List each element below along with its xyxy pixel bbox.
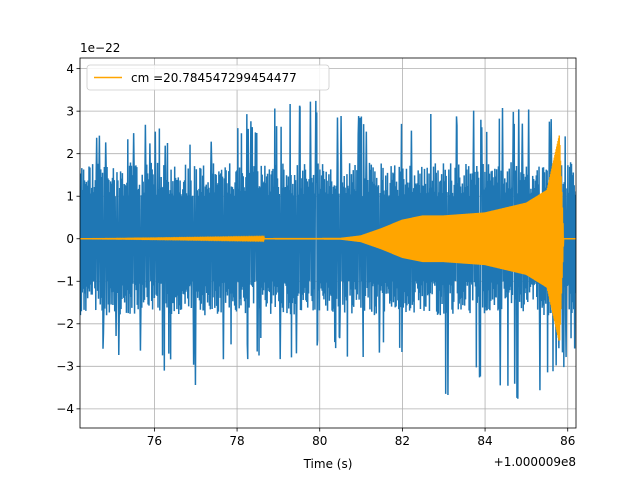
y-tick-label: 2	[66, 147, 74, 161]
x-tick-label: 80	[312, 434, 327, 448]
y-tick-label: 1	[66, 189, 74, 203]
y-tick-label: 3	[66, 104, 74, 118]
x-tick-label: 78	[229, 434, 244, 448]
y-tick-label: −1	[56, 274, 74, 288]
x-axis-ticks: 76 78 80 82 84 86	[147, 428, 575, 448]
y-tick-label: 4	[66, 62, 74, 76]
y-tick-label: −3	[56, 360, 74, 374]
y-scale-label: 1e−22	[80, 41, 120, 55]
x-offset-label: +1.000009e8	[494, 455, 576, 469]
x-axis-label: Time (s)	[303, 457, 353, 471]
plot-frame	[79, 57, 577, 429]
series-layer	[80, 100, 576, 399]
y-tick-label: 0	[66, 232, 74, 246]
y-tick-label: −4	[56, 402, 74, 416]
legend-label: cm =20.784547299454477	[131, 71, 297, 85]
x-tick-label: 84	[477, 434, 492, 448]
x-tick-label: 76	[147, 434, 162, 448]
x-tick-label: 86	[560, 434, 575, 448]
legend-box	[86, 64, 330, 91]
y-tick-label: −2	[56, 317, 74, 331]
series-chirp-template	[80, 135, 576, 341]
x-tick-label: 82	[395, 434, 410, 448]
y-axis-ticks: −4 −3 −2 −1 0 1 2 3 4	[56, 62, 80, 416]
legend: cm =20.784547299454477	[86, 64, 330, 91]
